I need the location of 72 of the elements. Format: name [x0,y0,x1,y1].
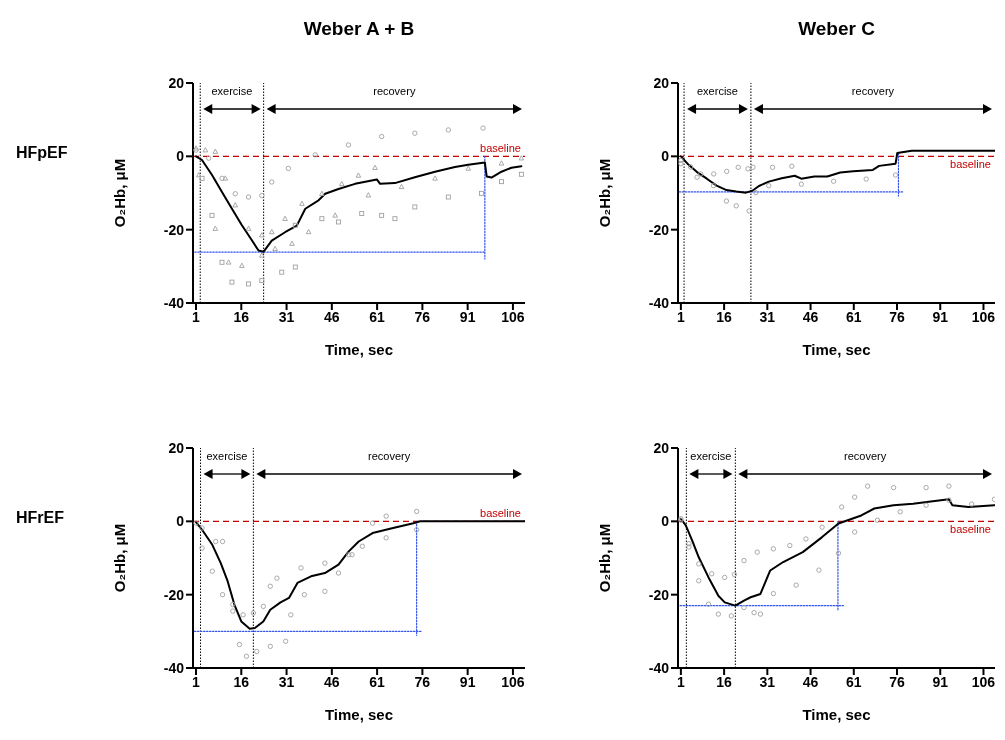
y-tick-label: -20 [163,221,185,238]
x-tick-label: 61 [846,673,862,690]
y-tick-label: 0 [661,148,670,165]
y-tick-label: 0 [661,513,670,530]
x-tick-label: 91 [459,673,476,690]
x-axis-title: Time, sec [802,706,871,723]
y-axis-title: O₂Hb, μM [111,523,129,593]
y-tick-label: 20 [168,439,185,456]
x-tick-label: 1 [676,673,685,690]
text: HFrEF [16,509,64,528]
x-tick-label: 76 [889,673,906,690]
y-tick-label: 20 [653,439,670,456]
x-tick-label: 31 [278,673,295,690]
x-tick-label: 31 [759,673,776,690]
x-axis-title: Time, sec [324,706,394,723]
annotation: recovery [844,450,887,462]
x-tick-label: 16 [233,308,250,325]
x-tick-label: 106 [971,673,996,690]
chart-title: Weber C [797,18,876,40]
x-tick-label: 76 [414,308,431,325]
y-axis-title: O₂Hb, μM [111,158,129,228]
x-tick-label: 31 [278,308,295,325]
x-tick-label: 46 [802,308,819,325]
x-tick-label: 46 [802,673,819,690]
annotation: recovery [368,450,411,462]
x-tick-label: 106 [501,308,525,325]
x-tick-label: 1 [676,308,685,325]
y-axis-title: O₂Hb, μM [596,158,614,228]
x-tick-label: 106 [501,673,525,690]
annotation: exercise [211,85,253,97]
x-tick-label: 76 [889,308,906,325]
text: HFpEF [16,144,68,163]
x-tick-label: 16 [716,673,733,690]
y-tick-label: -40 [648,294,670,311]
x-tick-label: 46 [324,673,340,690]
annotation: exercise [697,85,738,97]
ref-line-label: baseline [950,158,991,171]
x-tick-label: 61 [369,308,386,325]
x-tick-label: 16 [233,673,250,690]
x-axis-title: Time, sec [324,341,394,358]
y-tick-label: 0 [176,148,185,165]
y-tick-label: -20 [648,221,670,238]
x-tick-label: 31 [759,308,776,325]
annotation: recovery [373,85,416,97]
x-tick-label: 76 [414,673,431,690]
annotation: exercise [206,450,248,462]
ref-line-label: baseline [950,523,991,536]
y-tick-label: -20 [648,586,670,603]
x-tick-label: 106 [971,308,996,325]
y-tick-label: 20 [168,74,185,91]
x-tick-label: 91 [932,308,949,325]
x-tick-label: 91 [459,308,476,325]
x-tick-label: 16 [716,308,733,325]
chart-title: Weber A + B [302,18,416,40]
ref-line-label: baseline [480,142,521,155]
y-tick-label: -40 [648,659,670,676]
y-tick-label: -20 [163,586,185,603]
y-tick-label: -40 [163,659,185,676]
x-tick-label: 91 [932,673,949,690]
x-tick-label: 1 [192,673,201,690]
ref-line-label: baseline [480,507,521,520]
y-tick-label: 20 [653,74,670,91]
annotation: recovery [851,85,895,97]
annotation: exercise [690,450,732,462]
y-axis-title: O₂Hb, μM [596,523,614,593]
y-tick-label: 0 [176,513,185,530]
x-tick-label: 61 [846,308,862,325]
x-tick-label: 61 [369,673,386,690]
x-axis-title: Time, sec [802,341,871,358]
x-tick-label: 1 [192,308,201,325]
y-tick-label: -40 [163,294,185,311]
x-tick-label: 46 [324,308,340,325]
